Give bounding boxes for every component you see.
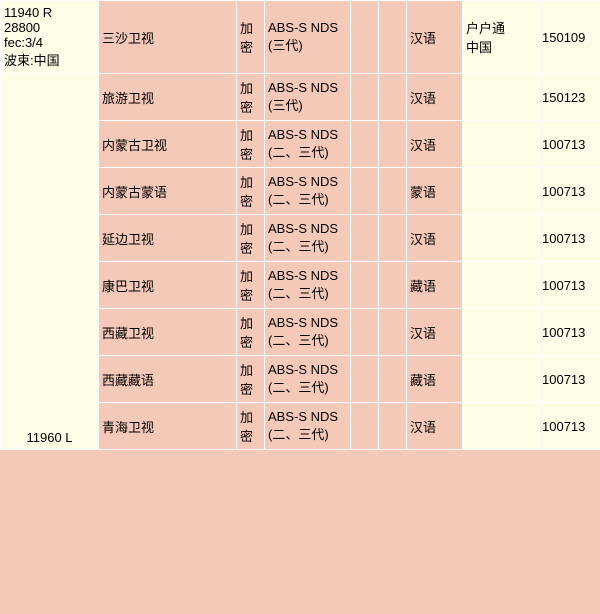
- blank-cell: [351, 262, 379, 309]
- blank-cell: [379, 309, 407, 356]
- blank-cell: [379, 215, 407, 262]
- sys-cell: ABS-S NDS(二、三代): [265, 356, 351, 403]
- blank-cell: [351, 309, 379, 356]
- blank-cell: [379, 1, 407, 74]
- op-line: 户户通: [466, 18, 535, 37]
- date-cell: 100713: [539, 121, 600, 168]
- channel-cell: 康巴卫视: [99, 262, 237, 309]
- table-row: 11960 L旅游卫视加密ABS-S NDS(三代)汉语150123: [1, 74, 600, 121]
- enc-cell: 加密: [237, 168, 265, 215]
- lang-cell: 藏语: [407, 262, 463, 309]
- lang-cell: 汉语: [407, 1, 463, 74]
- blank-cell: [351, 215, 379, 262]
- sys-cell: ABS-S NDS(二、三代): [265, 168, 351, 215]
- enc-cell: 加密: [237, 74, 265, 121]
- freq-line: 波束:中国: [4, 50, 95, 69]
- channel-cell: 旅游卫视: [99, 74, 237, 121]
- op-cell: [463, 168, 539, 215]
- channel-cell: 延边卫视: [99, 215, 237, 262]
- blank-cell: [351, 121, 379, 168]
- op-cell: [463, 403, 539, 450]
- enc-cell: 加密: [237, 215, 265, 262]
- lang-cell: 蒙语: [407, 168, 463, 215]
- sys-cell: ABS-S NDS(二、三代): [265, 215, 351, 262]
- blank-cell: [379, 356, 407, 403]
- lang-cell: 汉语: [407, 309, 463, 356]
- freq-line: fec:3/4: [4, 35, 95, 50]
- blank-cell: [379, 168, 407, 215]
- satellite-table: 11940 R 28800 fec:3/4 波束:中国 三沙卫视 加密 ABS-…: [0, 0, 600, 450]
- channel-cell: 西藏卫视: [99, 309, 237, 356]
- lang-cell: 汉语: [407, 74, 463, 121]
- freq-line: 11940 R: [4, 5, 95, 20]
- enc-cell: 加密: [237, 403, 265, 450]
- date-cell: 100713: [539, 403, 600, 450]
- freq-line: 28800: [4, 20, 95, 35]
- date-cell: 100713: [539, 215, 600, 262]
- sys-cell: ABS-S NDS(二、三代): [265, 121, 351, 168]
- blank-cell: [379, 74, 407, 121]
- blank-cell: [351, 356, 379, 403]
- freq-cell: 11940 R 28800 fec:3/4 波束:中国: [1, 1, 99, 74]
- lang-cell: 汉语: [407, 121, 463, 168]
- op-line: 中国: [466, 37, 535, 56]
- lang-cell: 汉语: [407, 403, 463, 450]
- op-cell: 户户通 中国: [463, 1, 539, 74]
- sys-cell: ABS-S NDS(三代): [265, 74, 351, 121]
- sys-cell: ABS-S NDS(三代): [265, 1, 351, 74]
- blank-cell: [351, 1, 379, 74]
- lang-cell: 藏语: [407, 356, 463, 403]
- sys-cell: ABS-S NDS(二、三代): [265, 403, 351, 450]
- op-cell: [463, 215, 539, 262]
- freq-cell: 11960 L: [1, 74, 99, 450]
- enc-cell: 加密: [237, 121, 265, 168]
- enc-cell: 加密: [237, 309, 265, 356]
- op-cell: [463, 74, 539, 121]
- date-cell: 150123: [539, 74, 600, 121]
- blank-cell: [351, 74, 379, 121]
- blank-cell: [379, 262, 407, 309]
- date-cell: 100713: [539, 309, 600, 356]
- channel-cell: 三沙卫视: [99, 1, 237, 74]
- sys-cell: ABS-S NDS(二、三代): [265, 309, 351, 356]
- channel-cell: 内蒙古蒙语: [99, 168, 237, 215]
- blank-cell: [379, 121, 407, 168]
- lang-cell: 汉语: [407, 215, 463, 262]
- op-cell: [463, 356, 539, 403]
- channel-cell: 内蒙古卫视: [99, 121, 237, 168]
- table-row: 11940 R 28800 fec:3/4 波束:中国 三沙卫视 加密 ABS-…: [1, 1, 600, 74]
- enc-cell: 加密: [237, 356, 265, 403]
- channel-cell: 青海卫视: [99, 403, 237, 450]
- enc-cell: 加密: [237, 262, 265, 309]
- enc-cell: 加密: [237, 1, 265, 74]
- blank-cell: [351, 403, 379, 450]
- date-cell: 100713: [539, 168, 600, 215]
- blank-cell: [351, 168, 379, 215]
- date-cell: 100713: [539, 356, 600, 403]
- op-cell: [463, 309, 539, 356]
- date-cell: 100713: [539, 262, 600, 309]
- blank-cell: [379, 403, 407, 450]
- date-cell: 150109: [539, 1, 600, 74]
- channel-cell: 西藏藏语: [99, 356, 237, 403]
- op-cell: [463, 121, 539, 168]
- sys-cell: ABS-S NDS(二、三代): [265, 262, 351, 309]
- op-cell: [463, 262, 539, 309]
